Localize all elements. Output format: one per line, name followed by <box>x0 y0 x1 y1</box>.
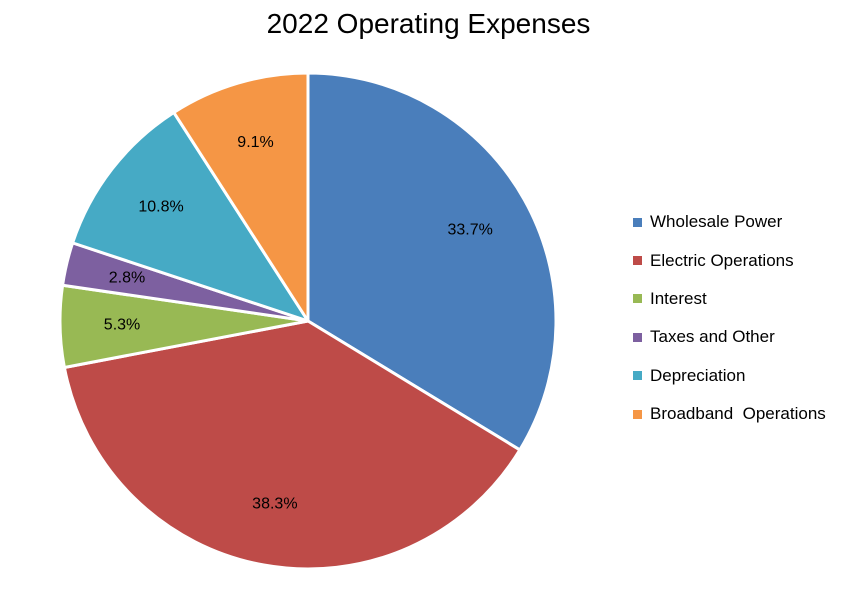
chart-legend: Wholesale Power Electric Operations Intere… <box>633 203 826 433</box>
data-label-depreciation: 10.8% <box>138 198 183 215</box>
legend-label: Electric Operations <box>650 250 794 270</box>
legend-swatch <box>633 332 642 342</box>
legend-swatch <box>633 256 642 266</box>
legend-swatch <box>633 409 642 419</box>
legend-item-taxes-and-other: Taxes and Other <box>633 318 826 356</box>
legend-swatch <box>633 294 642 304</box>
legend-label: Taxes and Other <box>650 327 775 347</box>
data-label-electric-operations: 38.3% <box>252 496 297 513</box>
data-label-taxes-and-other: 2.8% <box>109 270 145 287</box>
data-label-wholesale-power: 33.7% <box>447 221 492 238</box>
legend-item-depreciation: Depreciation <box>633 357 826 395</box>
pie-slice-electric-operations <box>62 319 522 571</box>
legend-swatch <box>633 371 642 381</box>
pie-slice-wholesale-power <box>306 71 558 452</box>
pie-slice-depreciation <box>71 110 310 323</box>
legend-label: Depreciation <box>650 365 746 385</box>
legend-swatch <box>633 217 642 227</box>
legend-label: Wholesale Power <box>650 212 783 232</box>
legend-item-wholesale-power: Wholesale Power <box>633 203 826 241</box>
pie-slice-broadband-operations <box>172 71 310 323</box>
legend-item-broadband-operations: Broadband Operations <box>633 395 826 433</box>
legend-item-electric-operations: Electric Operations <box>633 241 826 279</box>
legend-label: Interest <box>650 288 707 308</box>
legend-item-interest: Interest <box>633 280 826 318</box>
data-label-interest: 5.3% <box>104 317 140 334</box>
data-label-broadband-operations: 9.1% <box>237 134 273 151</box>
legend-label: Broadband Operations <box>650 404 826 424</box>
chart-title: 2022 Operating Expenses <box>266 8 591 39</box>
